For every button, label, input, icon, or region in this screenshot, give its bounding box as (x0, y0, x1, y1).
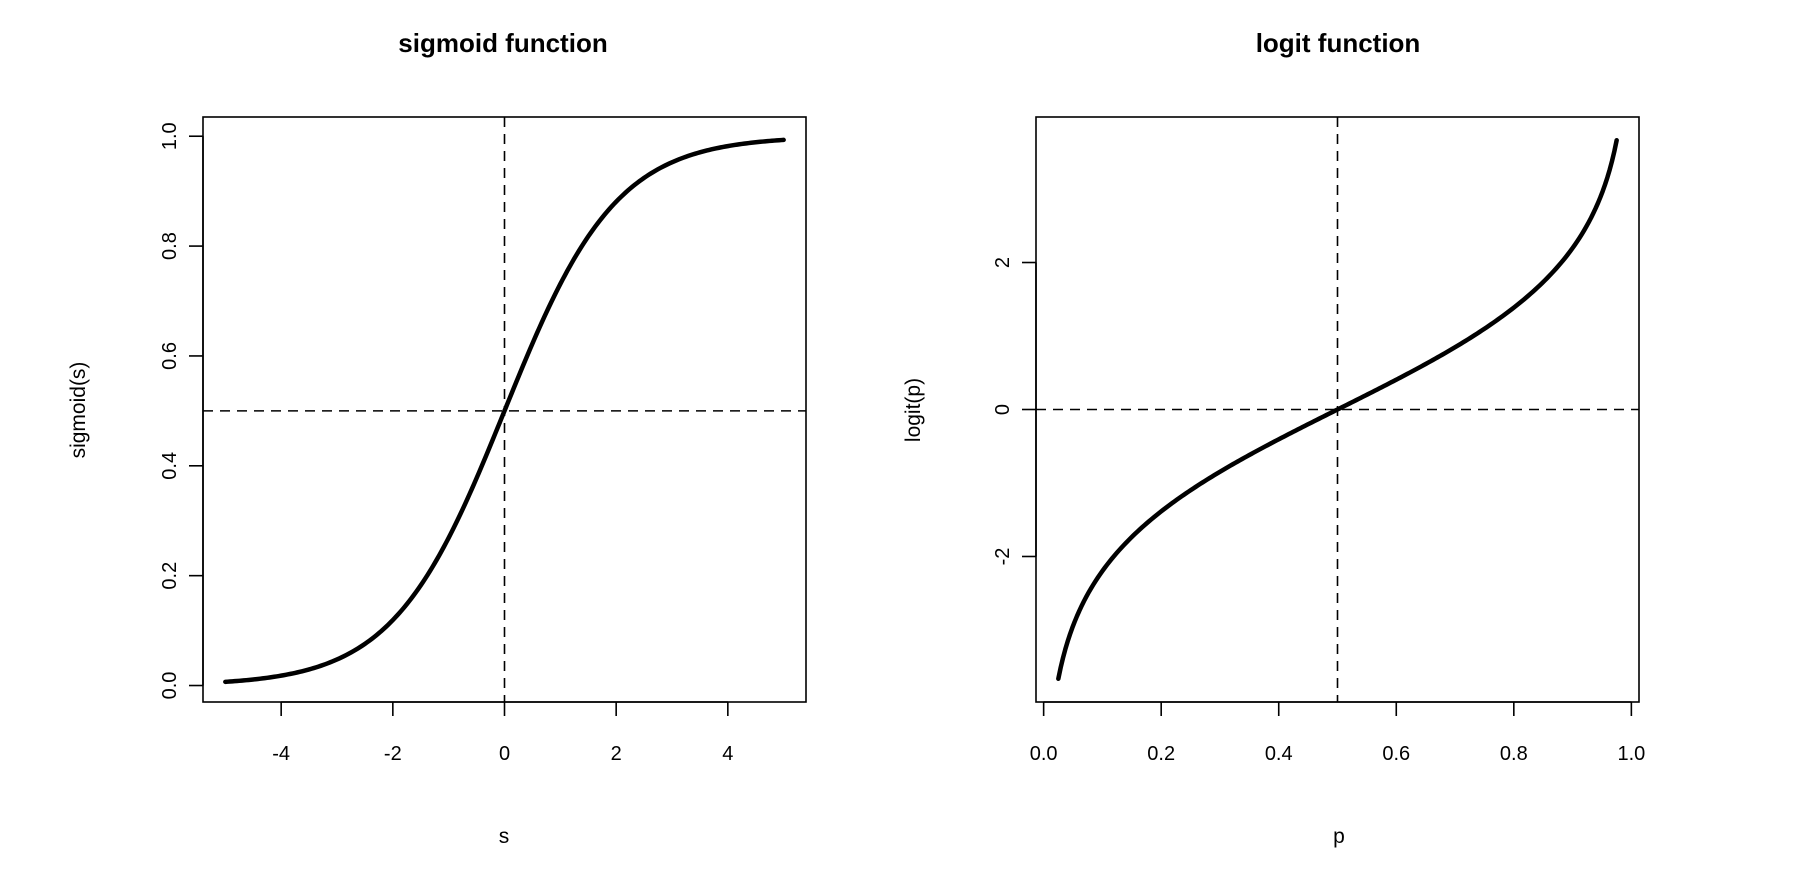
sigmoid-x-tick-label: 2 (611, 743, 622, 765)
logit-y-tick-label: 2 (992, 257, 1014, 268)
sigmoid-y-tick-label: 1.0 (159, 122, 181, 150)
sigmoid-y-label: sigmoid(s) (67, 362, 90, 459)
logit-y-tick-label: -2 (992, 548, 1014, 566)
logit-x-tick-label: 0.4 (1265, 743, 1293, 765)
logit-x-tick-label: 0.6 (1382, 743, 1410, 765)
sigmoid-y-tick-label: 0.8 (159, 232, 181, 260)
sigmoid-x-label: s (499, 825, 510, 848)
sigmoid-y-axis: 0.0 0.2 0.4 0.6 0.8 1.0 (159, 122, 204, 700)
logit-x-tick-label: 1.0 (1617, 743, 1645, 765)
sigmoid-curve (223, 137, 786, 685)
sigmoid-x-tick-label: 4 (722, 743, 733, 765)
sigmoid-title: sigmoid function (398, 28, 607, 58)
sigmoid-y-tick-label: 0.0 (159, 672, 181, 700)
sigmoid-x-tick-label: -4 (272, 743, 290, 765)
logit-x-label: p (1333, 825, 1345, 848)
logit-title: logit function (1256, 28, 1421, 58)
sigmoid-x-tick-label: 0 (499, 743, 510, 765)
logit-x-tick-label: 0.0 (1030, 743, 1058, 765)
sigmoid-panel: sigmoid function -4 -2 0 2 4 0.0 0.2 0.4 0.6 0.8… (67, 28, 807, 848)
sigmoid-x-axis: -4 -2 0 2 4 (272, 701, 733, 765)
sigmoid-y-tick-label: 0.6 (159, 342, 181, 370)
sigmoid-y-tick-label: 0.2 (159, 562, 181, 590)
logit-y-tick-label: 0 (992, 404, 1014, 415)
logit-x-tick-label: 0.2 (1147, 743, 1175, 765)
sigmoid-x-tick-label: -2 (384, 743, 402, 765)
logit-curve (1056, 138, 1619, 681)
logit-y-axis: -2 0 2 (992, 257, 1037, 566)
logit-x-tick-label: 0.8 (1500, 743, 1528, 765)
logit-y-label: logit(p) (902, 378, 925, 442)
logit-x-axis: 0.0 0.2 0.4 0.6 0.8 1.0 (1030, 701, 1645, 765)
sigmoid-y-tick-label: 0.4 (159, 452, 181, 480)
logit-panel: logit function 0.0 0.2 0.4 0.6 0.8 1.0 -2 0 2 p… (902, 28, 1645, 848)
